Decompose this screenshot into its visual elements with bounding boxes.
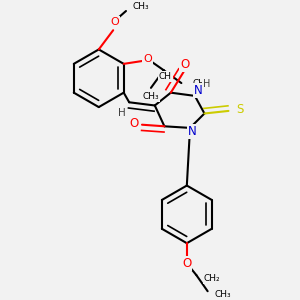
Text: O: O	[110, 17, 119, 27]
Text: N: N	[194, 84, 203, 97]
Text: O: O	[129, 117, 139, 130]
Text: CH₂: CH₂	[203, 274, 220, 283]
Text: O: O	[180, 58, 190, 71]
Text: O: O	[182, 257, 191, 270]
Text: O: O	[143, 54, 152, 64]
Text: CH₃: CH₃	[142, 92, 159, 101]
Text: H: H	[118, 107, 126, 118]
Text: CH₃: CH₃	[193, 79, 209, 88]
Text: N: N	[188, 124, 197, 138]
Text: CH₃: CH₃	[215, 290, 231, 299]
Text: CH₃: CH₃	[132, 2, 149, 11]
Text: S: S	[236, 103, 244, 116]
Text: CH: CH	[159, 72, 172, 81]
Text: H: H	[203, 79, 210, 89]
